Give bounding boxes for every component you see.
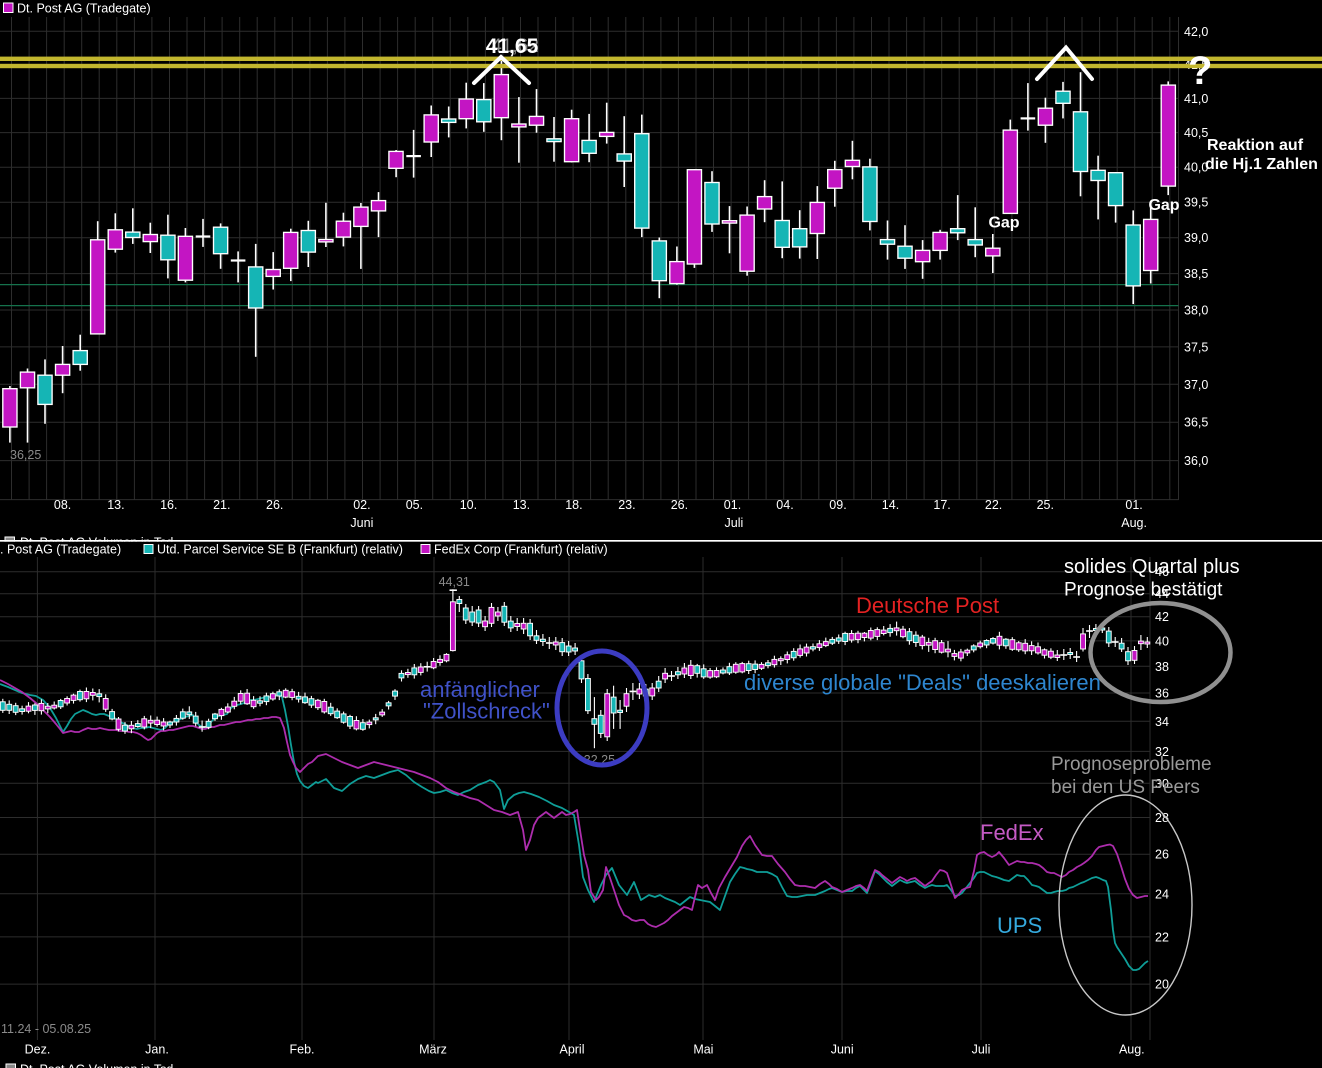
svg-text:anfänglicher: anfänglicher: [420, 677, 540, 702]
svg-text:Prognoseprobleme: Prognoseprobleme: [1051, 754, 1212, 775]
svg-text:37,5: 37,5: [1184, 340, 1208, 354]
svg-text:Mai: Mai: [693, 1043, 713, 1057]
svg-text:38,0: 38,0: [1184, 304, 1208, 318]
svg-text:FedEx Corp (Frankfurt) (relati: FedEx Corp (Frankfurt) (relativ): [434, 543, 608, 557]
svg-text:36: 36: [1155, 687, 1169, 701]
svg-text:44,31: 44,31: [439, 575, 470, 589]
svg-text:38: 38: [1155, 660, 1169, 674]
svg-text:Feb.: Feb.: [289, 1043, 314, 1057]
svg-text:21.: 21.: [213, 498, 230, 512]
svg-text:39,5: 39,5: [1184, 196, 1208, 210]
svg-text:18.: 18.: [565, 498, 582, 512]
svg-text:30: 30: [1155, 777, 1169, 791]
svg-text:solides Quartal plus: solides Quartal plus: [1064, 556, 1240, 578]
svg-text:42: 42: [1155, 610, 1169, 624]
svg-text:Juni: Juni: [350, 516, 373, 530]
svg-text:Dez.: Dez.: [25, 1043, 51, 1057]
svg-text:41,65: 41,65: [486, 35, 539, 58]
svg-text:23.: 23.: [618, 498, 635, 512]
svg-text:08.: 08.: [54, 498, 71, 512]
svg-text:bei den US Peers: bei den US Peers: [1051, 777, 1200, 798]
svg-text:10.: 10.: [460, 498, 477, 512]
svg-text:Reaktion auf: Reaktion auf: [1207, 137, 1304, 154]
svg-text:46: 46: [1155, 565, 1169, 579]
svg-text:26: 26: [1155, 848, 1169, 862]
svg-text:39,0: 39,0: [1184, 231, 1208, 245]
svg-text:Aug.: Aug.: [1119, 1043, 1145, 1057]
svg-text:37,0: 37,0: [1184, 378, 1208, 392]
svg-text:28: 28: [1155, 811, 1169, 825]
svg-text:22.: 22.: [985, 498, 1002, 512]
svg-text:17.: 17.: [933, 498, 950, 512]
svg-text:34: 34: [1155, 715, 1169, 729]
svg-text:Gap: Gap: [988, 215, 1019, 232]
svg-text:Dt. Post AG (Tradegate): Dt. Post AG (Tradegate): [17, 2, 151, 16]
svg-text:Juni: Juni: [831, 1043, 854, 1057]
svg-text:13.: 13.: [513, 498, 530, 512]
svg-text:40: 40: [1155, 634, 1169, 648]
svg-text:?: ?: [1188, 49, 1212, 93]
svg-text:44: 44: [1155, 587, 1169, 601]
svg-text:Deutsche Post: Deutsche Post: [856, 593, 999, 618]
svg-text:FedEx: FedEx: [980, 820, 1044, 845]
svg-text:April: April: [559, 1043, 584, 1057]
svg-text:22: 22: [1155, 930, 1169, 944]
svg-text:Aug.: Aug.: [1121, 516, 1147, 530]
svg-text:40,5: 40,5: [1184, 126, 1208, 140]
svg-text:20: 20: [1155, 978, 1169, 992]
svg-text:36,0: 36,0: [1184, 454, 1208, 468]
svg-text:42,0: 42,0: [1184, 25, 1208, 39]
svg-text:41,62: 41,62: [491, 36, 539, 57]
svg-text:Prognose bestätigt: Prognose bestätigt: [1064, 580, 1223, 601]
svg-text:Juli: Juli: [972, 1043, 991, 1057]
svg-text:24: 24: [1155, 887, 1169, 901]
svg-text:40,0: 40,0: [1184, 161, 1208, 175]
svg-text:Juli: Juli: [725, 516, 744, 530]
svg-text:Dt. Post AG Volumen in Tsd.: Dt. Post AG Volumen in Tsd.: [20, 1063, 177, 1068]
svg-text:16.: 16.: [160, 498, 177, 512]
svg-text:diverse globale "Deals" deeska: diverse globale "Deals" deeskalieren: [744, 670, 1101, 695]
svg-text:25.: 25.: [1037, 498, 1054, 512]
svg-text:05.: 05.: [406, 498, 423, 512]
svg-text:"Zollschreck": "Zollschreck": [423, 699, 550, 724]
svg-text:38,5: 38,5: [1184, 267, 1208, 281]
svg-text:41,0: 41,0: [1184, 92, 1208, 106]
svg-text:32: 32: [1155, 745, 1169, 759]
svg-text:UPS: UPS: [997, 913, 1042, 938]
svg-text:die Hj.1 Zahlen: die Hj.1 Zahlen: [1205, 156, 1318, 173]
svg-text:36,5: 36,5: [1184, 416, 1208, 430]
svg-text:. Post AG (Tradegate): . Post AG (Tradegate): [0, 543, 121, 557]
svg-text:14.: 14.: [882, 498, 899, 512]
svg-text:Gap: Gap: [1148, 197, 1179, 214]
svg-text:04.: 04.: [776, 498, 793, 512]
svg-text:09.: 09.: [829, 498, 846, 512]
svg-text:11.24 - 05.08.25: 11.24 - 05.08.25: [1, 1022, 91, 1036]
svg-text:01.: 01.: [1125, 498, 1142, 512]
svg-text:13.: 13.: [107, 498, 124, 512]
svg-text:Utd. Parcel Service SE B (Fran: Utd. Parcel Service SE B (Frankfurt) (re…: [157, 543, 403, 557]
svg-text:36,25: 36,25: [10, 448, 41, 462]
svg-text:Jan.: Jan.: [145, 1043, 169, 1057]
svg-text:26.: 26.: [266, 498, 283, 512]
svg-text:02.: 02.: [353, 498, 370, 512]
svg-text:01.: 01.: [724, 498, 741, 512]
svg-text:März: März: [419, 1043, 447, 1057]
svg-text:26.: 26.: [671, 498, 688, 512]
